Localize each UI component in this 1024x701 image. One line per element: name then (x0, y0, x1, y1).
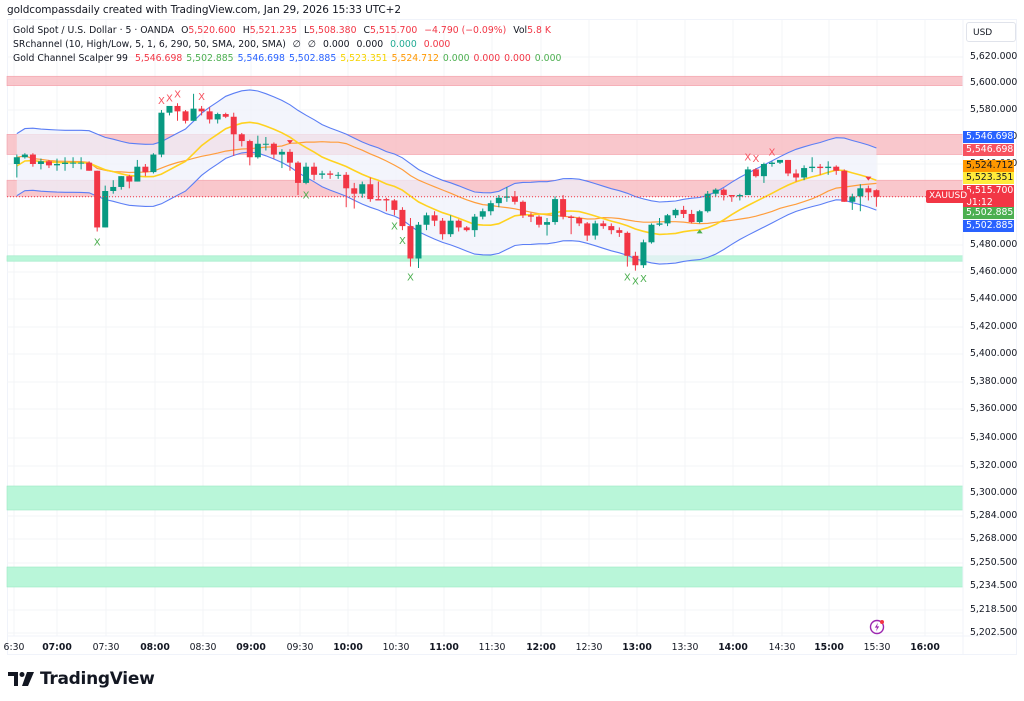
scalper-value: 5,546.698 (237, 53, 285, 64)
time-axis-label: 11:00 (429, 642, 459, 653)
symbol-price-tag: XAUUSD (926, 190, 971, 203)
open-value: 5,520.600 (188, 25, 236, 36)
svg-text:X: X (407, 273, 414, 284)
svg-text:X: X (632, 277, 639, 288)
price-axis-label: 5,400.000 (970, 348, 1018, 359)
svg-text:X: X (752, 154, 759, 165)
srchannel-title[interactable]: SRchannel (10, High/Low, 5, 1, 6, 290, 5… (13, 39, 286, 50)
price-axis-label: 5,580.000 (970, 104, 1018, 115)
price-axis-label: 5,360.000 (970, 403, 1018, 414)
svg-text:X: X (158, 96, 165, 107)
scalper-value: 0.000 (534, 53, 562, 64)
legend-srchannel-row[interactable]: SRchannel (10, High/Low, 5, 1, 6, 290, 5… (13, 39, 451, 50)
price-axis-label: 5,268.000 (970, 533, 1018, 544)
svg-text:X: X (303, 190, 310, 201)
indicator-legend: Gold Spot / U.S. Dollar · 5 · OANDA O5,5… (13, 24, 565, 66)
svg-text:X: X (744, 153, 751, 164)
time-axis-label: 08:30 (189, 642, 217, 653)
price-tag: 5,523.351 (963, 172, 1014, 184)
change-value: −4.790 (−0.09%) (424, 25, 507, 36)
scalper-value: 0.000 (473, 53, 501, 64)
price-axis-label: 5,380.000 (970, 376, 1018, 387)
alert-lightning-icon[interactable] (869, 619, 885, 635)
price-axis-label: 5,480.000 (970, 239, 1018, 250)
svg-text:X: X (94, 238, 101, 249)
price-axis-label: 5,202.500 (970, 627, 1018, 638)
price-axis-label: 5,234.500 (970, 580, 1018, 591)
time-axis-label: 11:30 (478, 642, 506, 653)
time-axis-label: 09:30 (286, 642, 314, 653)
scalper-value: 5,524.712 (391, 53, 439, 64)
price-tag: 5,502.885 (963, 220, 1014, 232)
time-axis-label: 15:00 (814, 642, 844, 653)
time-axis-label: 13:30 (671, 642, 699, 653)
time-axis-label: 07:30 (92, 642, 120, 653)
price-axis-label: 5,250.500 (970, 557, 1018, 568)
svg-text:X: X (769, 147, 776, 158)
price-tag: 5,546.698 (963, 131, 1014, 143)
scalper-value: 5,502.885 (186, 53, 234, 64)
price-axis-label: 5,440.000 (970, 293, 1018, 304)
scalper-value: 5,502.885 (288, 53, 337, 64)
chart-credit: goldcompassdaily created with TradingVie… (7, 4, 401, 16)
svg-text:X: X (624, 273, 631, 284)
price-axis-label: 5,340.000 (970, 432, 1018, 443)
time-axis-label: 15:30 (863, 642, 891, 653)
close-value: 5,515.700 (369, 25, 418, 36)
symbol-title[interactable]: Gold Spot / U.S. Dollar · 5 · OANDA (13, 25, 175, 36)
svg-text:X: X (399, 236, 406, 247)
time-axis-label: 10:30 (382, 642, 410, 653)
svg-text:X: X (640, 274, 647, 285)
price-axis-label: 5,420.000 (970, 321, 1018, 332)
chart-pane[interactable] (7, 19, 1017, 655)
brand-name: TradingView (40, 669, 155, 689)
time-axis-label: 14:30 (768, 642, 796, 653)
price-axis-label: 5,460.000 (970, 266, 1018, 277)
scalper-title[interactable]: Gold Channel Scalper 99 (13, 53, 128, 64)
tradingview-logo-icon (8, 671, 34, 686)
price-tag: 01:12 (963, 197, 1014, 209)
tradingview-logo[interactable]: TradingView (8, 669, 155, 689)
time-axis-label: 07:00 (42, 642, 72, 653)
time-axis-label: 08:00 (140, 642, 170, 653)
svg-text:X: X (391, 221, 398, 232)
time-axis-label: 12:00 (526, 642, 556, 653)
price-axis-label: 5,300.000 (970, 487, 1018, 498)
scalper-value: 0.000 (442, 53, 470, 64)
price-tag: 5,524.712 (963, 160, 1014, 172)
price-axis-label: 5,218.500 (970, 604, 1018, 615)
time-axis-label: 12:30 (575, 642, 603, 653)
volume-value: 5.8 K (527, 25, 551, 36)
time-axis-label: 6:30 (3, 642, 25, 653)
price-axis-label: 5,284.000 (970, 510, 1018, 521)
time-axis-label: 16:00 (910, 642, 940, 653)
scalper-value: 0.000 (504, 53, 531, 64)
time-axis-label: 09:00 (236, 642, 266, 653)
price-axis-label: 5,600.000 (970, 77, 1018, 88)
svg-text:X: X (174, 89, 181, 100)
scalper-value: 5,546.698 (134, 53, 183, 64)
legend-symbol-row[interactable]: Gold Spot / U.S. Dollar · 5 · OANDA O5,5… (13, 25, 551, 36)
price-tag: 5,546.698 (963, 144, 1014, 156)
scalper-value: 5,523.351 (340, 53, 388, 64)
price-tag: 5,502.885 (963, 207, 1014, 219)
svg-text:X: X (166, 93, 173, 104)
time-axis-label: 10:00 (333, 642, 363, 653)
time-axis-label: 13:00 (622, 642, 652, 653)
price-tag: 5,515.700 (963, 185, 1014, 197)
svg-text:X: X (198, 92, 205, 103)
price-axis-label: 5,620.000 (970, 51, 1018, 62)
legend-scalper-row[interactable]: Gold Channel Scalper 99 5,546.698 5,502.8… (13, 52, 565, 66)
low-value: 5,508.380 (309, 25, 357, 36)
high-value: 5,521.235 (249, 25, 298, 36)
currency-label[interactable]: USD (966, 22, 1016, 42)
time-axis-label: 14:00 (718, 642, 748, 653)
price-axis-label: 5,320.000 (970, 460, 1018, 471)
